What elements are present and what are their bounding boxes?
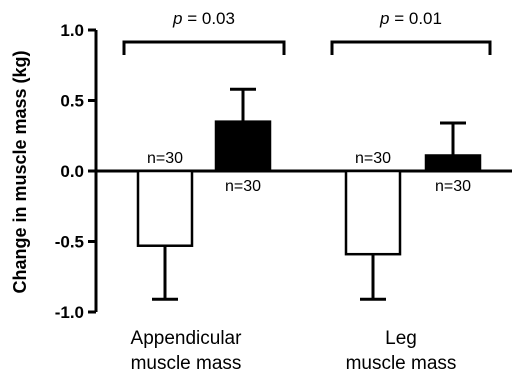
y-tick-label: 0.0	[60, 162, 84, 181]
category-label-line1: Appendicular	[131, 328, 243, 349]
p-value-text: = 0.01	[390, 9, 442, 28]
labels: n=30 n=30 n=30 n=30 Appendicular muscle mass L…	[131, 150, 472, 374]
category-label-line2: muscle mass	[131, 353, 242, 374]
bar	[214, 120, 272, 173]
significance-brackets: p = 0.03 p = 0.01	[122, 9, 492, 55]
significance-bracket	[122, 40, 286, 55]
significance-bracket	[330, 40, 492, 55]
n-label: n=30	[355, 150, 391, 167]
n-label: n=30	[225, 178, 261, 195]
y-tick-label: 0.5	[60, 92, 84, 111]
p-symbol: p	[172, 9, 182, 28]
n-label: n=30	[147, 150, 183, 167]
bar	[344, 169, 402, 256]
bar	[136, 169, 194, 247]
bar	[424, 154, 482, 173]
y-tick-label: -1.0	[55, 303, 84, 322]
y-tick-label: 1.0	[60, 21, 84, 40]
y-tick-label: -0.5	[55, 233, 84, 252]
n-label: n=30	[435, 178, 471, 195]
bars	[136, 120, 482, 256]
category-label-line1: Leg	[385, 328, 417, 349]
error-bars	[152, 87, 466, 301]
p-value-text: = 0.03	[183, 9, 235, 28]
p-value-label: p = 0.03	[172, 9, 235, 28]
y-axis-label: Change in muscle mass (kg)	[10, 50, 30, 293]
p-symbol: p	[379, 9, 389, 28]
category-label-line2: muscle mass	[346, 353, 457, 374]
p-value-label: p = 0.01	[379, 9, 442, 28]
